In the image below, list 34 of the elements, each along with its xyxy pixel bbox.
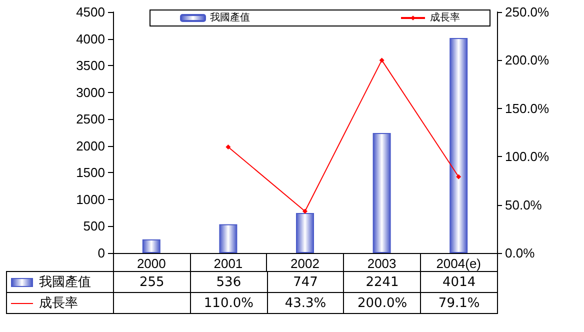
data-label: 255 (114, 272, 190, 292)
y2-tick-label: 150.0% (505, 100, 550, 116)
y-tick-label: 1000 (76, 192, 105, 207)
data-label: 43.3% (267, 292, 344, 314)
text: 成長率 (39, 296, 78, 311)
x-tick-label: 2001 (214, 256, 243, 271)
y-tick-label: 500 (83, 218, 105, 234)
y-tick-label: 3500 (76, 58, 105, 74)
x-tick-label: 2003 (367, 256, 396, 271)
y-tick-label: 4000 (76, 31, 105, 46)
x-tick-label: 2002 (290, 256, 320, 271)
data-label: 110.0% (190, 292, 268, 314)
y-tick-label: 3000 (76, 84, 105, 100)
data-label: 536 (190, 272, 268, 292)
y2-tick-label: 100.0% (505, 149, 550, 164)
y2-tick-label: 0.0% (505, 246, 536, 260)
y-tick-label: 4500 (76, 4, 105, 20)
y2-tick-label: 200.0% (505, 52, 550, 68)
y-tick-label: 1500 (76, 165, 105, 180)
legend-label: 成長率 (430, 12, 460, 24)
text: 我國產值 (39, 275, 91, 290)
data-label: 747 (267, 272, 344, 292)
y2-tick-label: 250.0% (505, 4, 550, 20)
x-tick-label: 2004(e) (436, 256, 482, 271)
legend-label: 我國產值 (210, 12, 250, 24)
y-tick-label: 2500 (76, 112, 105, 127)
y-tick-label: 0 (98, 246, 105, 260)
y-tick-label: 2000 (76, 138, 105, 154)
data-label: 2241 (344, 272, 421, 292)
data-label: 79.1% (420, 292, 498, 314)
data-label: 4014 (420, 272, 498, 292)
y2-tick-label: 50.0% (505, 197, 542, 212)
data-label: 200.0% (344, 292, 421, 314)
x-tick-label: 2000 (136, 256, 166, 271)
